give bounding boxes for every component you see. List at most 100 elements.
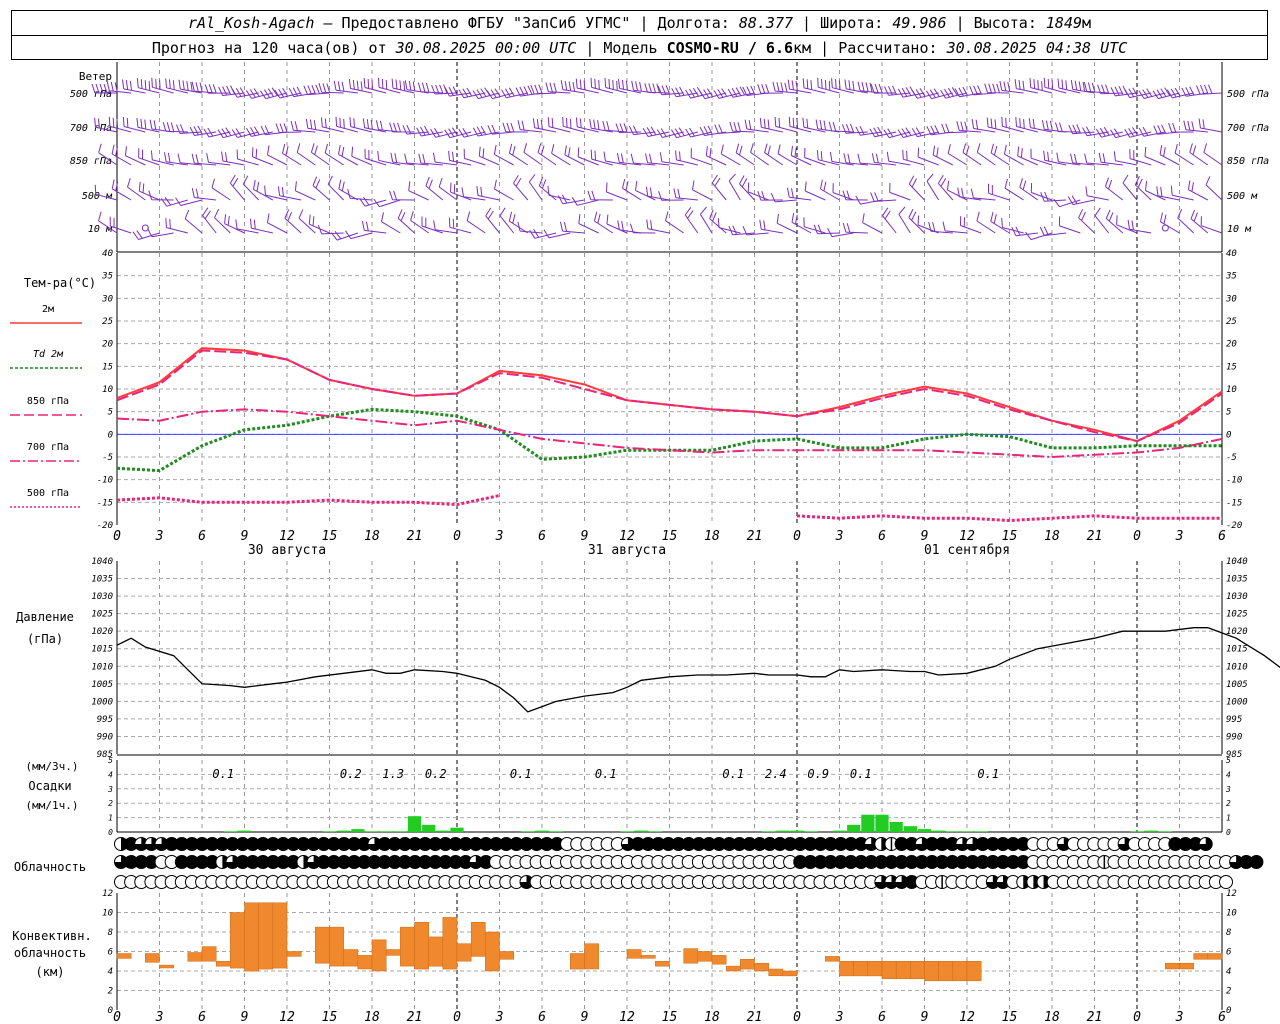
wind-barb [136,78,160,94]
temp-tick-label: -15 [1226,498,1242,508]
wind-barb [1004,178,1024,201]
alt-value: 1849 [1045,14,1083,32]
temp-hour-label: 9 [241,529,249,544]
wind-barb [976,143,996,166]
wind-barb [1152,87,1180,100]
wind-barb [235,219,259,234]
convective-hour-label: 18 [1044,1010,1060,1024]
wind-barb [1030,182,1053,201]
wind-barb [149,119,174,133]
wind-barb [1190,209,1209,234]
legend-label: 700 гПа [27,442,69,453]
wind-barb [590,149,613,166]
precip-tick-label: 0 [108,828,113,837]
wind-barb [1124,87,1152,99]
wind-barb [348,78,373,94]
wind-barb [224,214,245,234]
pressure-tick-label: 985 [1226,750,1242,760]
alt-label: Высота: [973,14,1037,32]
wind-barb [622,178,642,201]
convective-bar [655,961,670,967]
convective-bar [640,955,656,959]
wind-barb [106,81,132,94]
wind-barb [132,230,160,240]
wind-barb [1059,216,1081,234]
wind-barb [203,127,231,138]
series-line [116,494,1222,523]
wind-barb [251,147,274,166]
temp-hour-label: 15 [662,529,678,544]
wind-barb [1113,151,1138,166]
wind-barb [816,150,840,166]
temp-hour-label: 3 [835,529,844,544]
wind-barb [790,145,812,166]
wind-barb [296,143,316,166]
wind-barb [757,190,783,201]
precip-unit-1h: (мм/1ч.) [26,799,79,812]
convective-bar [258,902,274,970]
wind-barb [312,176,330,201]
convective-hour-label: 3 [155,1010,164,1024]
wind-barb [236,149,259,166]
wind-barb [908,208,925,234]
precip-bar [1130,831,1144,832]
wind-barb [962,143,982,166]
wind-barb [364,148,387,166]
convective-hour-label: 9 [581,1010,589,1024]
pressure-tick-label: 1000 [91,697,113,707]
pressure-tick-label: 1025 [1226,610,1248,620]
temp-tick-label: 5 [108,408,113,418]
wind-barb [829,152,854,166]
convective-hour-label: 6 [1218,1010,1226,1024]
wind-barb [644,83,670,94]
wind-barb [404,153,429,166]
cloud-symbol [367,837,381,851]
wind-barb [1153,124,1180,135]
wind-barb [214,208,231,234]
precip-bar [1158,831,1172,832]
wind-barb [657,85,684,96]
convective-bar [966,961,982,982]
wind-barb [499,207,515,234]
wind-barb [397,209,415,234]
wind-barb [803,217,826,234]
wind-barb [1070,153,1095,166]
temp-hour-label: 15 [1002,529,1018,544]
wind-barb [303,84,330,96]
wind-barb [571,197,599,206]
convective-hour-label: 3 [1175,1010,1184,1024]
wind-barb [138,181,160,201]
wind-barb [971,119,996,133]
wind-barb [928,221,953,234]
pressure-tick-label: 1015 [1226,645,1248,655]
convective-hour-label: 18 [364,1010,380,1024]
wind-barb [659,152,684,166]
convective-hour-label: 0 [1133,1010,1141,1024]
convective-bar [570,953,585,970]
convective-bar [938,961,954,982]
pressure-tick-label: 1005 [1226,680,1248,690]
wind-barb [557,194,585,205]
wind-barb [671,86,698,98]
wind-barb [791,212,812,234]
wind-barb [362,118,387,133]
convective-bar [626,949,642,959]
wind-barb [1083,82,1109,94]
precip-bar [436,830,450,832]
wind-barb [391,78,415,94]
wind-barb [450,182,472,201]
wind-barb [284,209,302,234]
convective-bar [867,961,883,977]
precip-total-label: 0.1 [510,767,532,781]
wind-barb [404,80,429,94]
wind-barb [587,190,613,201]
legend-label: 850 гПа [27,396,69,407]
wind-barb [841,123,868,134]
wind-barb [692,180,713,201]
temp-tick-label: 5 [1226,408,1231,418]
lon-value: 88.377 [738,14,794,32]
temp-tick-label: -10 [97,476,113,486]
wind-barb [502,122,528,133]
convective-title: Конвективн. [12,929,91,943]
